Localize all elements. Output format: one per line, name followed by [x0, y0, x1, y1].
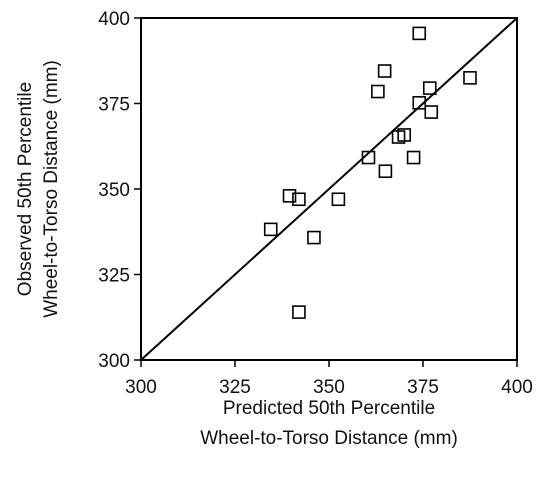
data-point: [463, 71, 477, 85]
data-point: [422, 81, 437, 95]
data-point: [378, 164, 393, 179]
y-axis-label-line-1: Observed 50th Percentile: [15, 82, 36, 296]
data-point: [377, 64, 392, 78]
data-point: [412, 26, 427, 41]
x-axis: 300 325 350 375 400: [125, 360, 533, 398]
y-tick-label: 400: [98, 9, 130, 30]
y-tick-label: 350: [98, 180, 130, 201]
data-point: [282, 189, 297, 203]
data-point: [406, 150, 421, 165]
data-point: [263, 222, 278, 237]
data-point: [397, 128, 412, 142]
data-point: [307, 230, 321, 245]
data-point: [412, 96, 427, 110]
y-tick-label: 375: [98, 95, 130, 116]
y-tick-label: 300: [98, 351, 130, 372]
data-point: [371, 84, 385, 99]
x-tick-label: 300: [125, 377, 157, 398]
x-axis-label-line-2: Wheel-to-Torso Distance (mm): [200, 428, 458, 449]
y-axis: 300 325 350 375 400: [98, 9, 141, 372]
y-tick-label: 325: [98, 266, 130, 287]
x-tick-label: 400: [501, 377, 533, 398]
y-axis-label-line-2: Wheel-to-Torso Distance (mm): [41, 60, 62, 318]
x-tick-label: 350: [313, 377, 345, 398]
data-point: [361, 150, 376, 165]
x-axis-label-line-1: Predicted 50th Percentile: [223, 398, 435, 419]
data-points: [263, 26, 477, 319]
data-point: [292, 305, 306, 319]
identity-line: [140, 17, 518, 361]
identity-line-layer: [140, 17, 518, 361]
data-point: [424, 105, 439, 119]
data-point: [292, 192, 306, 207]
x-tick-label: 325: [219, 377, 251, 398]
data-point: [331, 192, 346, 207]
x-tick-label: 375: [407, 377, 439, 398]
